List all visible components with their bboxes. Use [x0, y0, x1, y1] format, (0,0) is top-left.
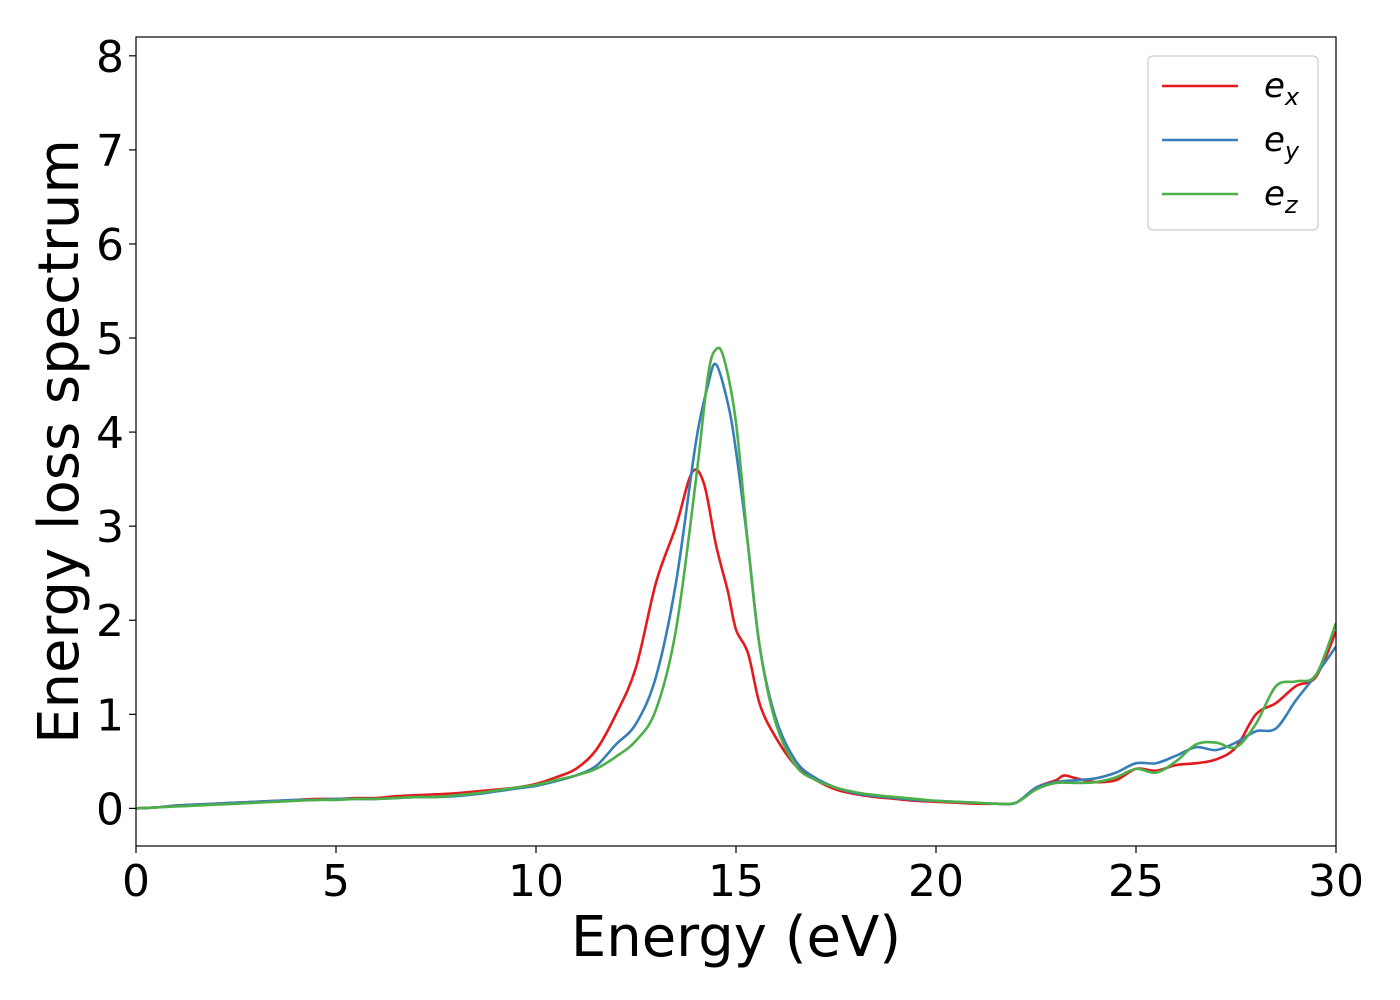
y-tick-label: 2	[96, 596, 124, 647]
x-axis-label: Energy (eV)	[571, 905, 901, 970]
y-tick-label: 6	[96, 220, 124, 271]
series-line-e-x	[136, 468, 1336, 810]
x-tick-label: 15	[708, 856, 764, 907]
y-tick-label: 7	[96, 126, 124, 177]
legend-label: ez	[1264, 174, 1299, 219]
x-tick-label: 30	[1308, 856, 1364, 907]
y-tick-label: 0	[96, 784, 124, 835]
legend: ex ey ez	[1147, 55, 1319, 231]
series-line-e-z	[136, 346, 1336, 810]
y-tick-label: 8	[96, 32, 124, 83]
legend-label: ex	[1264, 66, 1300, 111]
x-tick-label: 0	[122, 856, 150, 907]
y-tick-label: 1	[96, 690, 124, 741]
legend-box	[1147, 55, 1319, 231]
plot-layer	[136, 346, 1336, 810]
x-tick-label: 10	[508, 856, 564, 907]
x-tick-label: 20	[908, 856, 964, 907]
y-axis-label: Energy loss spectrum	[27, 139, 92, 744]
y-tick-label: 5	[96, 314, 124, 365]
legend-label: ey	[1264, 120, 1300, 165]
y-tick-label: 3	[96, 502, 124, 553]
y-tick-label: 4	[96, 408, 124, 459]
ticks-layer: 0 5 10 15 20 25 30 0 1 2 3 4 5 6 7 8	[96, 32, 1364, 907]
x-tick-label: 5	[322, 856, 350, 907]
x-tick-label: 25	[1108, 856, 1164, 907]
